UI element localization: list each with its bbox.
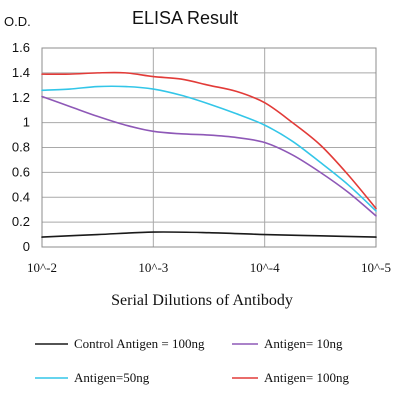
y-tick-label: 0.6 xyxy=(12,164,30,179)
legend: Control Antigen = 100ng Antigen= 10ng Anti… xyxy=(35,336,349,385)
legend-label: Control Antigen = 100ng xyxy=(74,336,205,351)
legend-label: Antigen=50ng xyxy=(74,370,150,385)
series-line-4 xyxy=(41,71,377,210)
series-line-1 xyxy=(41,231,377,238)
y-axis-label: O.D. xyxy=(4,14,31,29)
y-tick-label: 1.6 xyxy=(12,40,30,55)
legend-item: Antigen= 100ng xyxy=(232,370,349,385)
legend-item: Antigen= 10ng xyxy=(232,336,343,351)
x-tick-label: 10^-5 xyxy=(361,260,391,275)
series-line-3 xyxy=(41,85,377,212)
y-tick-label: 1.2 xyxy=(12,90,30,105)
plot-frame xyxy=(41,47,377,248)
axis-layer: 0 0.2 0.4 0.6 0.8 1 1.2 1.4 1.6 10^-2 10^-3 10^-4 10… xyxy=(12,40,391,275)
chart-title: ELISA Result xyxy=(132,8,238,28)
y-tick-label: 0.8 xyxy=(12,140,30,155)
y-tick-label: 0.2 xyxy=(12,214,30,229)
legend-label: Antigen= 100ng xyxy=(264,370,349,385)
legend-item: Control Antigen = 100ng xyxy=(35,336,205,351)
x-tick-label: 10^-3 xyxy=(138,260,168,275)
y-tick-label: 0 xyxy=(23,239,30,254)
legend-item: Antigen=50ng xyxy=(35,370,150,385)
y-tick-label: 1 xyxy=(23,115,30,130)
legend-label: Antigen= 10ng xyxy=(264,336,343,351)
x-axis-label: Serial Dilutions of Antibody xyxy=(111,292,293,309)
series-line-2 xyxy=(41,95,377,217)
y-tick-label: 1.4 xyxy=(12,65,30,80)
x-tick-label: 10^-2 xyxy=(27,260,57,275)
x-tick-label: 10^-4 xyxy=(250,260,280,275)
series-layer xyxy=(41,71,377,238)
y-tick-label: 0.4 xyxy=(12,189,30,204)
